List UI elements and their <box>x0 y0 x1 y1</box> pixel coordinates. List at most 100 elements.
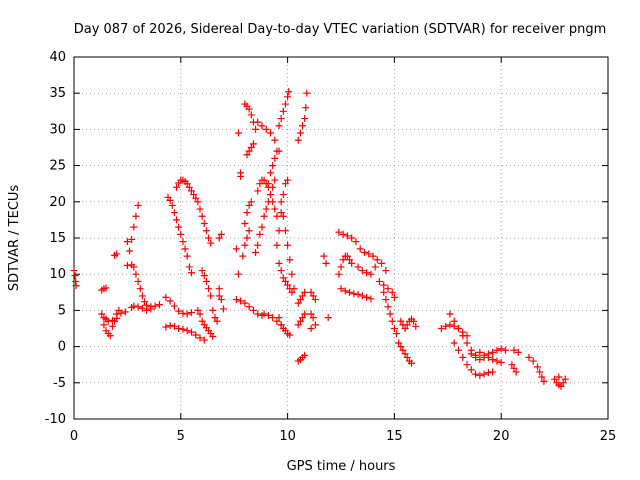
data-point <box>273 147 281 155</box>
data-point <box>243 234 251 242</box>
data-point <box>243 209 251 217</box>
data-point <box>294 136 302 144</box>
data-point <box>446 321 454 329</box>
data-point <box>497 359 505 367</box>
data-point <box>390 293 398 301</box>
data-point <box>237 172 245 180</box>
data-point <box>271 176 279 184</box>
data-point <box>245 303 253 311</box>
data-point <box>256 180 264 188</box>
data-point <box>209 306 217 314</box>
data-point <box>207 292 215 300</box>
data-point <box>378 259 386 267</box>
data-point <box>260 176 268 184</box>
data-point <box>459 353 467 361</box>
data-point <box>175 325 183 332</box>
data-point <box>551 375 559 383</box>
data-point <box>279 274 287 282</box>
data-point <box>162 293 170 301</box>
data-point <box>467 350 475 358</box>
data-point <box>277 115 285 123</box>
y-tick-label: -10 <box>45 412 66 427</box>
data-point <box>260 212 268 220</box>
data-point <box>267 129 275 137</box>
data-point <box>463 361 471 369</box>
data-point <box>380 281 388 289</box>
x-tick-label: 10 <box>279 429 296 444</box>
data-point <box>249 140 257 148</box>
data-point <box>480 370 488 378</box>
x-tick-label: 25 <box>600 429 617 444</box>
data-point <box>194 306 202 314</box>
data-point <box>358 267 366 275</box>
data-point <box>534 363 542 371</box>
axis-ticks: -10 -5 0 5 10 15 20 25 30 35 40 0 5 10 15 20 25 <box>45 50 617 444</box>
y-tick-label: 30 <box>49 122 66 137</box>
data-point <box>243 151 251 159</box>
data-point <box>446 310 454 318</box>
data-point <box>536 368 544 376</box>
data-point <box>365 250 373 258</box>
data-point <box>352 238 360 246</box>
data-point <box>472 370 480 378</box>
data-point <box>183 327 191 335</box>
data-point <box>100 321 108 329</box>
data-point <box>322 259 330 267</box>
data-point <box>348 259 356 267</box>
data-point <box>284 93 292 101</box>
data-point <box>284 176 292 184</box>
data-point <box>190 191 198 199</box>
data-point <box>346 288 354 296</box>
data-point <box>179 238 187 246</box>
data-point <box>241 241 249 249</box>
data-point <box>337 263 345 271</box>
data-point <box>301 351 309 359</box>
data-point <box>301 115 309 123</box>
data-point <box>130 223 138 231</box>
data-point <box>279 212 287 220</box>
data-point <box>279 107 287 115</box>
data-point <box>538 373 546 381</box>
data-point <box>245 227 253 235</box>
data-point <box>401 350 409 358</box>
data-point <box>277 267 285 275</box>
data-point <box>173 183 181 191</box>
data-point <box>220 305 228 313</box>
y-tick-label: 20 <box>49 195 66 210</box>
data-point <box>187 328 195 336</box>
data-point <box>337 285 345 293</box>
data-point <box>371 263 379 271</box>
data-point <box>70 267 78 275</box>
data-point <box>296 129 304 137</box>
data-point <box>183 310 191 318</box>
data-point <box>72 282 80 290</box>
data-point <box>296 317 304 325</box>
data-point <box>454 346 462 354</box>
data-point <box>134 201 142 209</box>
y-axis-label: SDTVAR / TECUs <box>7 185 22 292</box>
data-point <box>358 292 366 300</box>
data-point <box>525 353 533 361</box>
data-point <box>138 292 146 300</box>
data-point <box>215 285 223 293</box>
data-point <box>299 314 307 322</box>
data-point <box>269 198 277 206</box>
data-point <box>179 325 187 333</box>
data-point <box>273 317 281 325</box>
data-point <box>540 377 548 385</box>
data-point <box>343 252 351 260</box>
data-point <box>177 230 185 238</box>
data-points <box>70 88 569 390</box>
data-point <box>192 194 200 202</box>
data-point <box>369 252 377 260</box>
data-point <box>269 162 277 170</box>
data-point <box>267 191 275 199</box>
data-point <box>299 292 307 300</box>
data-point <box>209 332 217 340</box>
data-point <box>170 209 178 217</box>
data-point <box>367 295 375 303</box>
data-point <box>241 220 249 228</box>
data-point <box>350 290 358 298</box>
data-point <box>561 375 569 383</box>
data-point <box>339 230 347 238</box>
